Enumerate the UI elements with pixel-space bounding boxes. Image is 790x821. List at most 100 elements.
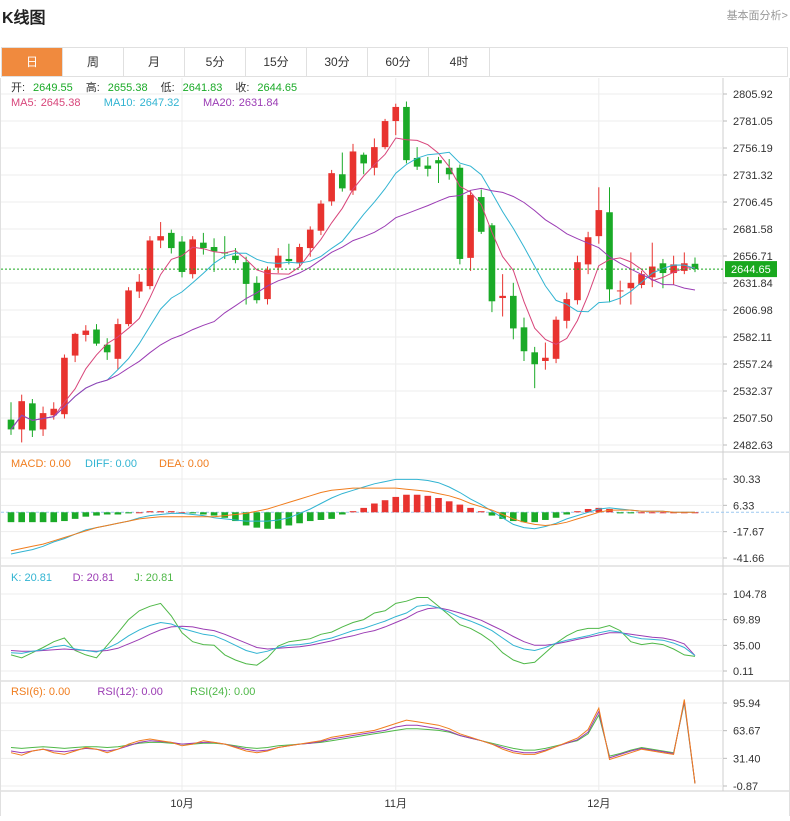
candle-body	[210, 246, 218, 252]
tab-4[interactable]: 15分	[246, 48, 307, 76]
ohlc-label: 低:	[161, 81, 175, 94]
macd-bar	[424, 495, 432, 513]
diff-line	[10, 478, 695, 555]
candle-body	[274, 255, 282, 268]
macd-bar	[360, 507, 368, 513]
candle-body	[488, 225, 496, 302]
candle-body	[114, 324, 122, 359]
candle	[360, 152, 368, 175]
macd-bar	[285, 512, 293, 526]
candle	[467, 190, 474, 271]
macd-bar	[488, 512, 496, 516]
y-tick-label: 31.40	[733, 753, 761, 765]
macd-bar	[146, 511, 154, 513]
indicator-legend: RSI(24): 0.00	[190, 686, 255, 698]
tab-0[interactable]: 日	[2, 48, 63, 76]
macd-bar	[413, 494, 421, 513]
candle-body	[606, 212, 613, 290]
macd-bar	[93, 512, 100, 516]
candle	[242, 256, 250, 305]
macd-bar	[584, 508, 592, 513]
candle-body	[93, 329, 100, 344]
macd-bar	[627, 512, 635, 514]
y-tick-label: 2532.37	[733, 386, 773, 398]
candle	[125, 287, 132, 327]
candle-body	[531, 352, 539, 365]
candle-body	[499, 295, 506, 299]
macd-bar	[659, 512, 667, 514]
ma-legend: MA10: 2647.32	[104, 97, 180, 109]
indicator-legend: MACD: 0.00	[11, 458, 71, 470]
candle-body	[413, 157, 421, 167]
candle-body	[125, 290, 132, 325]
macd-bar	[210, 512, 218, 516]
candle-body	[328, 173, 335, 202]
candle	[520, 317, 528, 361]
candle	[563, 292, 571, 329]
tab-2[interactable]: 月	[124, 48, 185, 76]
ma20-line	[10, 187, 696, 430]
macd-bar	[82, 512, 90, 517]
macd-bar	[296, 512, 303, 524]
candle	[200, 232, 207, 255]
candle-body	[200, 242, 207, 249]
y-tick-label: 2781.05	[733, 116, 773, 128]
candle	[435, 156, 442, 183]
macd-bar	[638, 512, 645, 514]
ma-legend-label: MA20:	[203, 97, 235, 109]
y-tick-label: 69.89	[733, 615, 761, 627]
y-tick-label: 30.33	[733, 474, 761, 486]
y-tick-label: 2606.98	[733, 305, 773, 317]
candle-body	[296, 246, 303, 264]
macd-bar	[435, 498, 442, 513]
candle	[456, 164, 464, 265]
macd-bar	[403, 494, 410, 513]
candle	[627, 252, 635, 305]
macd-bar	[349, 511, 357, 513]
y-tick-label: 0.11	[733, 666, 754, 678]
rsi24-line	[10, 702, 696, 784]
candle-body	[82, 330, 90, 335]
candle-body	[477, 197, 485, 232]
y-tick-label: 95.94	[733, 698, 761, 710]
d-line	[10, 607, 696, 656]
ma-legend: MA5: 2645.38	[11, 97, 80, 109]
ma-legend-value: 2647.32	[140, 97, 180, 109]
candle-body	[146, 240, 154, 287]
kline-chart: 10月 11月 12月 2805.92 2781.05 2756.19 2731.32 270…	[1, 78, 789, 810]
candle-body	[648, 266, 656, 278]
candle-body	[392, 106, 400, 122]
tab-3[interactable]: 5分	[185, 48, 246, 76]
y-tick-label: 2656.71	[733, 251, 773, 263]
tab-7[interactable]: 4时	[429, 48, 490, 76]
indicator-legend: J: 20.81	[134, 572, 173, 584]
candle-body	[595, 210, 603, 237]
candle	[499, 274, 506, 317]
tab-1[interactable]: 周	[63, 48, 124, 76]
ma-legend-value: 2631.84	[239, 97, 279, 109]
candle-body	[542, 357, 549, 361]
macd-bar	[103, 512, 111, 515]
candle-body	[232, 255, 239, 261]
macd-bar	[477, 511, 485, 513]
macd-bar	[445, 501, 453, 513]
macd-bar	[531, 512, 539, 523]
macd-bar	[648, 512, 656, 514]
candle-body	[50, 408, 58, 416]
tab-5[interactable]: 30分	[307, 48, 368, 76]
tab-6[interactable]: 60分	[368, 48, 429, 76]
ma5-line	[10, 137, 696, 430]
candle-body	[264, 269, 271, 300]
ohlc-value: 2655.38	[108, 82, 148, 94]
fundamental-analysis-link[interactable]: 基本面分析>	[726, 10, 788, 22]
current-price-box	[725, 261, 777, 278]
y-tick-label: 2756.19	[733, 143, 773, 155]
candle-body	[253, 282, 261, 301]
candle-body	[189, 239, 197, 275]
macd-bar	[306, 512, 314, 522]
candle-body	[616, 290, 624, 292]
macd-bar	[253, 512, 261, 528]
macd-bar	[520, 512, 528, 523]
candle	[552, 316, 560, 364]
candle-body	[157, 236, 164, 241]
